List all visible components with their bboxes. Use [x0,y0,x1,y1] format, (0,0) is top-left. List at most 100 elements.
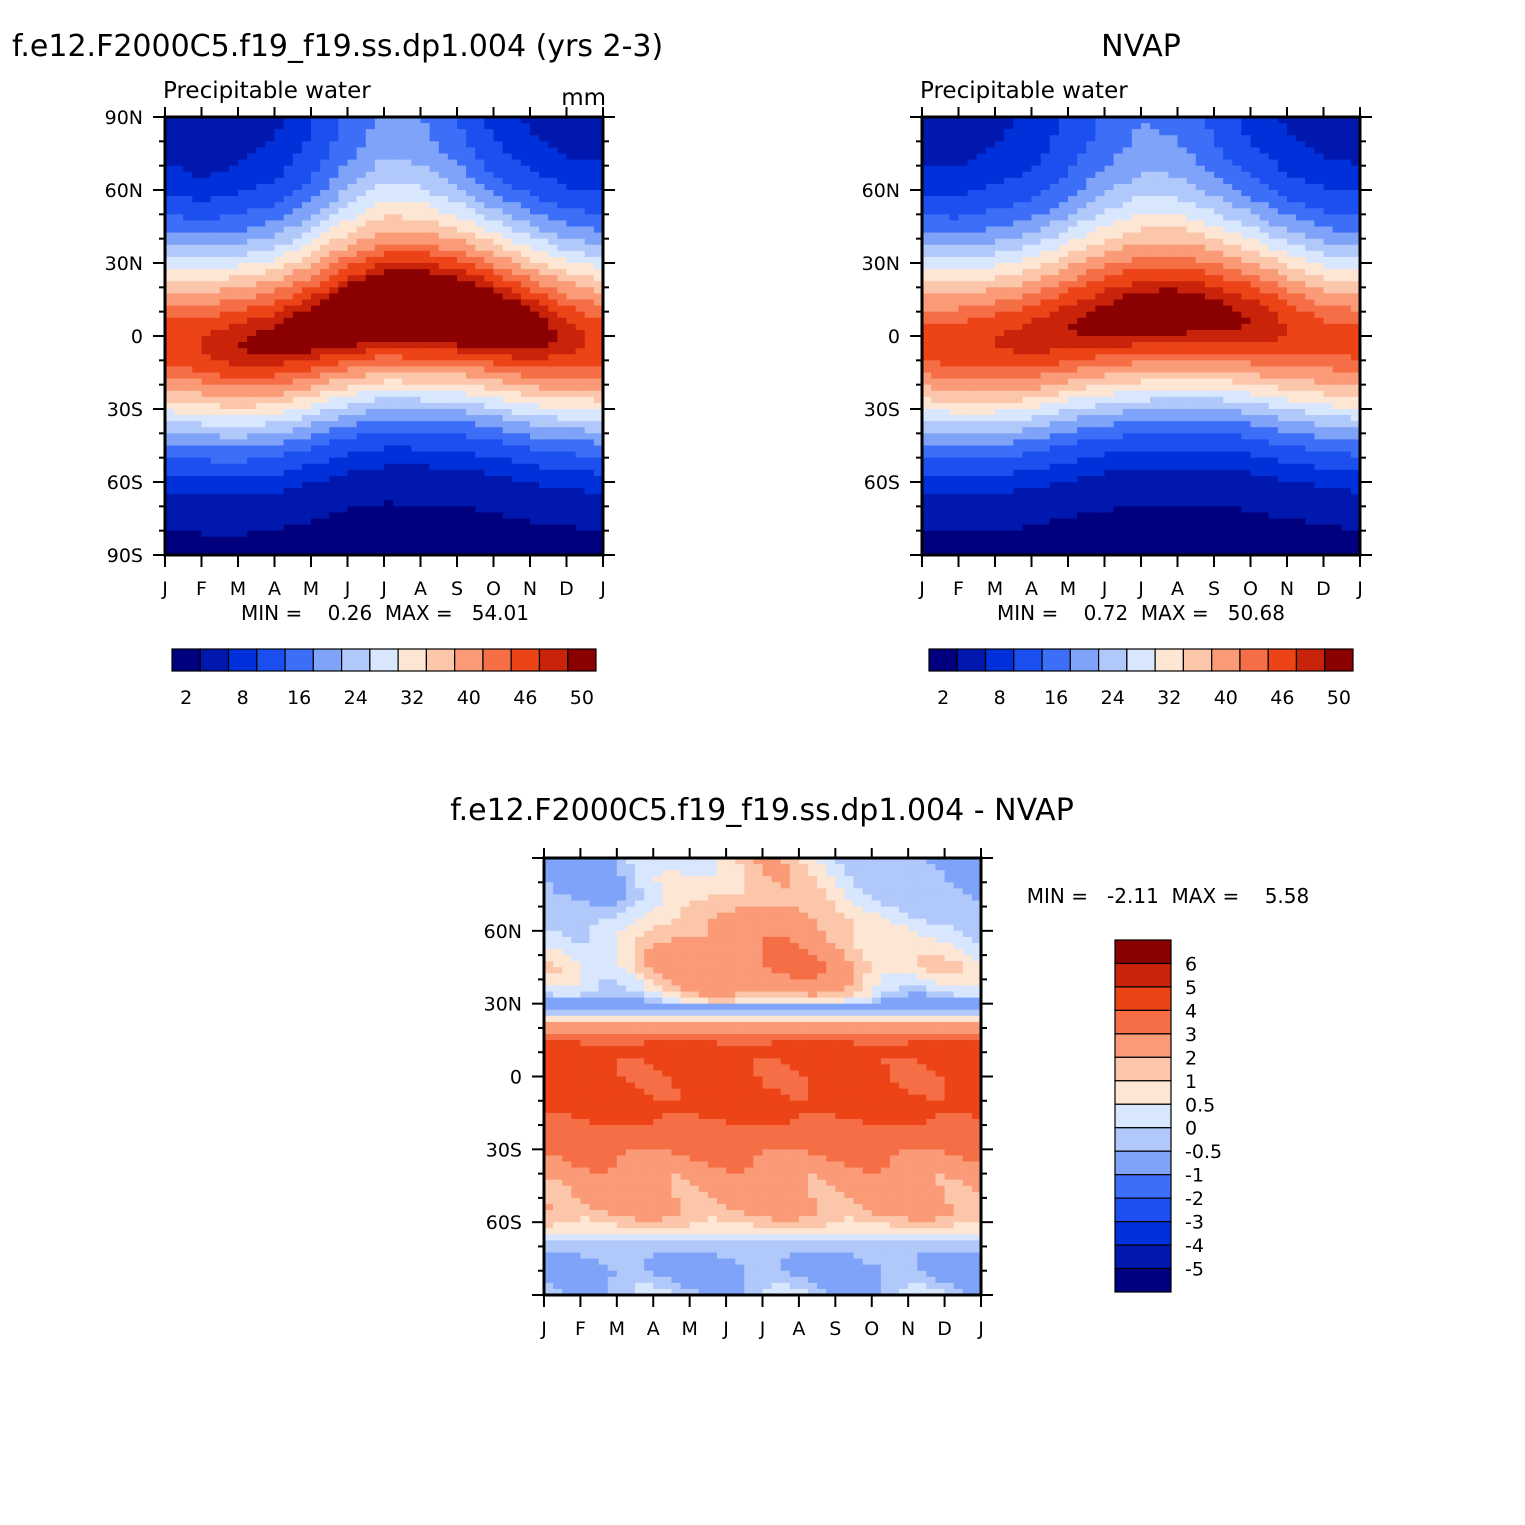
model-cell [247,542,257,550]
model-cell [256,183,266,191]
model-cell [447,524,458,532]
obs-cell [1159,190,1169,197]
model-cell [274,390,285,398]
obs-cell [1223,147,1233,155]
model-cell [165,488,175,495]
model-cell [283,488,294,495]
model-cell [183,238,193,246]
model-cell [411,421,422,428]
obs-cell [1013,123,1023,130]
obs-cell [1104,232,1115,240]
obs-cell [1350,135,1361,142]
obs-cell [1341,275,1352,282]
model-cell [183,214,193,222]
model-cell [374,159,385,167]
model-cell [548,348,558,355]
model-cell [393,530,403,538]
obs-cell [1004,250,1014,258]
model-cell [274,129,285,136]
obs-cell [976,129,987,136]
model-cell [192,512,203,520]
model-cell [384,281,394,288]
model-cell [475,190,485,197]
model-cell [530,524,540,532]
obs-cell [1223,208,1233,215]
obs-cell [1268,123,1279,130]
obs-cell [1141,129,1151,136]
model-cell [356,165,367,173]
model-cell [493,360,504,368]
model-cell [228,378,239,386]
model-cell [320,475,330,483]
model-cell [174,250,184,258]
obs-cell [1350,159,1361,167]
model-cell [292,190,303,197]
model-cell [292,542,303,550]
model-cell [566,190,577,197]
model-cell [393,445,403,453]
model-cell [265,360,276,368]
model-cell [320,250,330,258]
obs-cell [940,177,950,185]
obs-cell [1013,287,1023,295]
obs-cell [1122,232,1133,240]
obs-cell [995,153,1005,161]
obs-cell [1323,238,1334,246]
model-cell [475,159,485,167]
obs-cell [1268,171,1279,179]
obs-cell [1131,171,1142,179]
obs-cell [1204,232,1215,240]
obs-cell [976,171,987,179]
obs-cell [1049,196,1060,203]
model-cell [402,415,412,422]
obs-cell [1341,281,1352,288]
model-cell [374,244,385,252]
obs-cell [1186,159,1197,167]
model-cell [438,451,449,459]
model-cell [457,366,467,374]
model-cell [274,439,285,447]
obs-cell [995,275,1005,282]
obs-cell [1068,250,1078,258]
model-cell [447,336,458,343]
obs-cell [1049,238,1060,246]
model-cell [165,494,175,501]
model-cell [393,457,403,465]
model-cell [520,494,531,501]
model-colorbar-tick-label: 40 [457,687,481,709]
model-cell [219,342,230,349]
model-cell [447,512,458,520]
obs-cell [1186,190,1197,197]
model-cell [365,463,376,471]
obs-cell [1040,287,1051,295]
model-cell [265,159,276,167]
model-cell [593,354,604,361]
model-cell [192,238,203,246]
model-cell [402,512,412,520]
obs-cell [1159,117,1169,124]
model-cell [502,433,513,441]
model-cell [201,269,212,276]
model-cell [238,256,248,264]
obs-cell [1259,196,1270,203]
model-cell [584,506,595,514]
model-cell [557,360,568,368]
model-cell [338,342,349,349]
obs-cell [1350,269,1361,276]
model-cell [593,299,604,307]
obs-cell [1287,202,1297,209]
model-cell [548,469,558,477]
model-cell [219,250,230,258]
model-cell [566,196,577,203]
obs-cell [1031,123,1042,130]
model-cell [429,293,440,301]
model-cell [429,524,440,532]
obs-cell [1305,244,1315,252]
model-cell [393,220,403,228]
model-cell [192,250,203,258]
model-cell [374,256,385,264]
model-cell [511,445,522,453]
model-cell [447,475,458,483]
obs-cell [1049,177,1060,185]
model-cell [402,445,412,453]
